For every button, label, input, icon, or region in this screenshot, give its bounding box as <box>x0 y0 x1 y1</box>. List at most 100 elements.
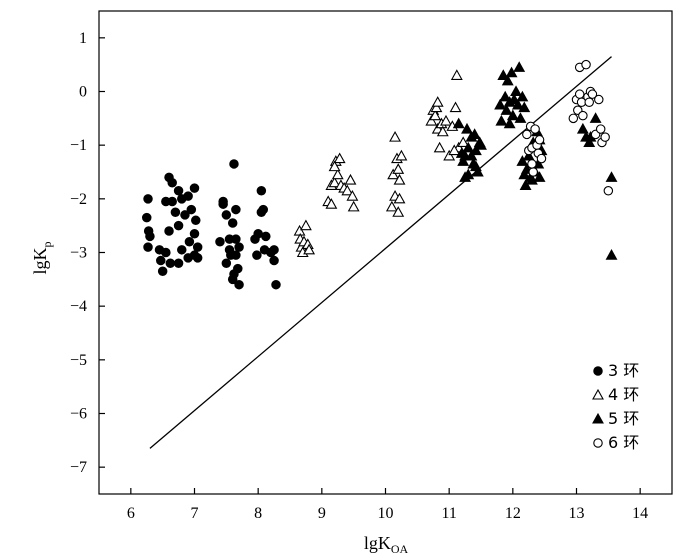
data-point-3 <box>533 171 546 182</box>
data-point-1 <box>234 242 244 252</box>
y-tick-label: −2 <box>70 191 87 208</box>
y-tick-label: 0 <box>79 84 87 101</box>
data-point-1 <box>183 253 193 263</box>
data-point-3 <box>452 117 465 129</box>
data-point-2 <box>395 149 408 161</box>
data-point-2 <box>303 243 316 255</box>
data-point-1 <box>231 234 241 244</box>
data-point-1 <box>177 245 187 255</box>
data-point-1 <box>184 237 195 247</box>
data-point-2 <box>436 125 449 137</box>
data-point-3 <box>494 98 507 110</box>
data-point-2 <box>393 192 406 204</box>
data-point-3 <box>503 117 516 129</box>
data-point-1 <box>271 279 281 290</box>
data-point-1 <box>189 183 200 193</box>
data-point-2 <box>392 206 405 217</box>
data-point-2 <box>425 114 438 126</box>
data-point-3 <box>518 101 531 113</box>
data-point-2 <box>431 96 444 107</box>
data-point-4 <box>587 89 598 99</box>
data-point-1 <box>256 186 267 196</box>
data-point-1 <box>157 266 168 277</box>
data-point-4 <box>522 129 532 140</box>
data-point-2 <box>389 130 401 142</box>
data-point-2 <box>443 149 456 161</box>
data-point-3 <box>459 171 472 182</box>
legend-label: 4 环 <box>608 385 639 404</box>
x-tick-label: 9 <box>318 505 326 522</box>
y-tick-label: −5 <box>70 352 87 369</box>
data-point-2 <box>449 101 462 113</box>
data-point-3 <box>457 155 470 166</box>
data-point-3 <box>501 74 514 86</box>
data-point-1 <box>269 245 279 255</box>
data-point-2 <box>387 168 400 180</box>
data-point-3 <box>462 141 475 153</box>
legend: 3 环 4 环 5 环 6 环 <box>592 361 639 452</box>
data-point-3 <box>506 109 519 121</box>
data-point-2 <box>450 69 463 80</box>
legend-marker <box>593 366 603 376</box>
data-point-1 <box>252 250 262 260</box>
data-point-3 <box>465 130 478 142</box>
y-axis-ticks: 1 0 −1 −2 −3 −4 −5 −6 −7 <box>70 30 105 476</box>
data-point-3 <box>518 168 531 180</box>
data-point-2 <box>346 190 359 201</box>
legend-marker <box>592 412 604 424</box>
data-point-4 <box>536 153 547 164</box>
data-point-3 <box>475 139 487 150</box>
x-tick-label: 6 <box>127 505 135 522</box>
data-point-2 <box>392 163 405 174</box>
data-point-1 <box>173 186 184 196</box>
data-point-1 <box>180 210 190 220</box>
y-tick-label: −3 <box>70 245 87 262</box>
x-tick-label: 14 <box>632 505 648 522</box>
data-point-1 <box>189 228 200 239</box>
data-point-1 <box>173 258 184 268</box>
legend-marker <box>592 388 604 400</box>
data-point-1 <box>218 199 228 209</box>
data-point-1 <box>183 191 193 201</box>
data-point-2 <box>433 141 446 153</box>
data-point-1 <box>215 237 225 247</box>
legend-label: 5 环 <box>608 409 639 428</box>
data-point-1 <box>221 258 232 268</box>
data-point-4 <box>594 94 604 105</box>
data-point-1 <box>164 226 174 236</box>
data-point-4 <box>528 167 538 177</box>
legend-marker <box>593 438 603 448</box>
data-point-4 <box>527 159 537 169</box>
data-point-3 <box>469 144 482 156</box>
data-point-1 <box>221 210 232 220</box>
data-points <box>142 59 618 290</box>
x-tick-label: 7 <box>191 505 199 522</box>
data-point-1 <box>156 255 166 266</box>
x-axis-title: lgKOA <box>364 533 409 556</box>
data-point-1 <box>143 194 153 204</box>
data-point-3 <box>583 136 596 148</box>
data-point-1 <box>234 279 244 290</box>
data-point-1 <box>173 220 184 231</box>
data-point-2 <box>344 173 357 185</box>
data-point-1 <box>143 242 153 252</box>
data-point-1 <box>142 212 152 223</box>
data-point-4 <box>578 110 588 121</box>
y-tick-label: −4 <box>70 298 87 315</box>
data-point-3 <box>471 165 484 177</box>
y-tick-label: −6 <box>70 406 87 423</box>
data-point-1 <box>227 218 238 228</box>
data-point-1 <box>161 196 171 207</box>
data-point-4 <box>581 59 591 70</box>
data-point-2 <box>457 136 470 148</box>
data-point-1 <box>167 177 177 188</box>
data-point-1 <box>145 231 155 242</box>
data-point-3 <box>500 104 513 115</box>
data-point-1 <box>165 258 176 268</box>
data-point-4 <box>584 97 594 107</box>
legend-label: 3 环 <box>608 361 639 380</box>
data-point-1 <box>192 242 203 252</box>
data-point-3 <box>469 160 482 172</box>
data-point-3 <box>605 171 618 182</box>
